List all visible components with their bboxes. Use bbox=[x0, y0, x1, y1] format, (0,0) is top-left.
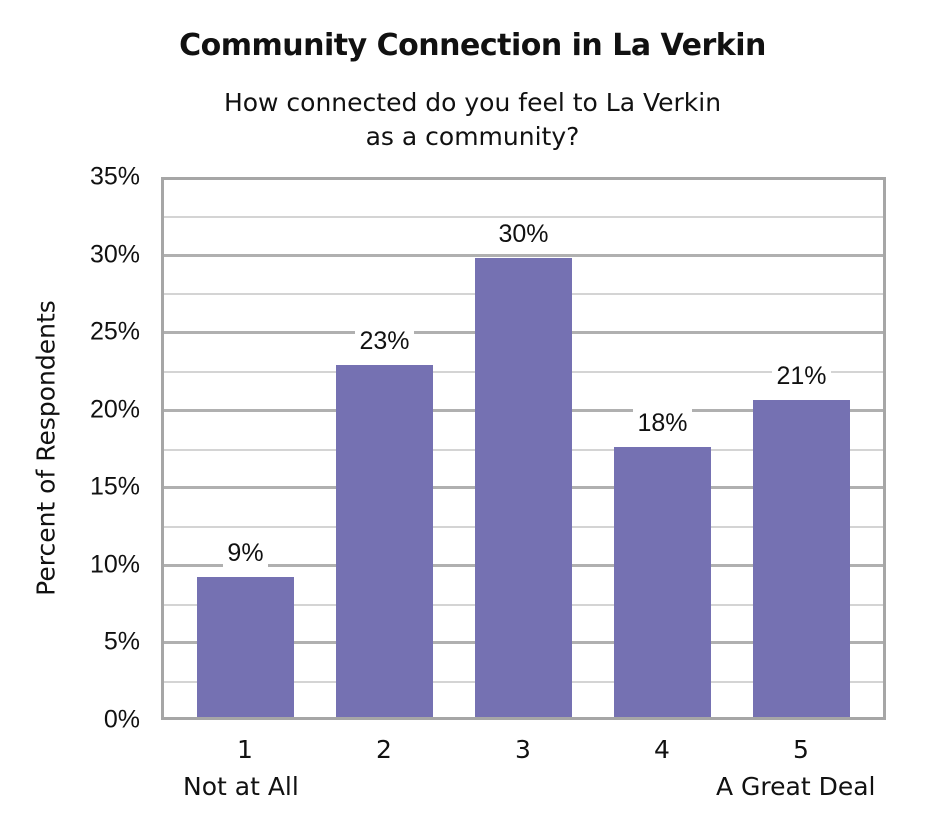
bar-1 bbox=[197, 577, 294, 717]
plot-area: 9% 23% 30% 18% 21% bbox=[161, 177, 886, 720]
plot-frame bbox=[161, 177, 886, 720]
data-label-4: 18% bbox=[614, 408, 711, 438]
chart-title: Community Connection in La Verkin bbox=[179, 28, 766, 63]
data-label-5: 21% bbox=[753, 362, 850, 391]
subtitle-line-1: How connected do you feel to La Verkin bbox=[223, 88, 722, 117]
y-tick-label: 20% bbox=[89, 395, 140, 424]
y-tick-label: 30% bbox=[89, 240, 140, 269]
x-sublabel-not-at-all: Not at All bbox=[183, 772, 299, 801]
major-gridline bbox=[161, 253, 886, 257]
x-sublabel-a-great-deal: A Great Deal bbox=[716, 772, 876, 801]
x-tick-label-1: 1 bbox=[237, 735, 253, 764]
bar-4 bbox=[614, 446, 711, 717]
y-tick-label: 15% bbox=[89, 472, 140, 501]
y-tick-label: 0% bbox=[103, 705, 140, 734]
data-label-3: 30% bbox=[475, 219, 572, 249]
bar-5 bbox=[753, 400, 850, 717]
y-tick-label: 5% bbox=[103, 627, 140, 656]
x-tick-label-5: 5 bbox=[793, 735, 809, 764]
x-tick-label-2: 2 bbox=[376, 735, 392, 764]
y-tick-label: 10% bbox=[89, 550, 140, 579]
subtitle-line-2: as a community? bbox=[365, 122, 580, 151]
chart-subtitle: How connected do you feel to La Verkin a… bbox=[0, 86, 945, 154]
data-label-1: 9% bbox=[197, 539, 294, 568]
x-tick-label-4: 4 bbox=[654, 735, 670, 764]
minor-gridline bbox=[161, 215, 886, 218]
y-axis-label: Percent of Respondents bbox=[31, 300, 61, 596]
bar-2 bbox=[336, 364, 433, 717]
bar-3 bbox=[475, 257, 572, 717]
data-label-2: 23% bbox=[336, 326, 433, 356]
y-tick-label: 35% bbox=[89, 162, 140, 191]
y-tick-label: 25% bbox=[89, 317, 140, 346]
x-tick-label-3: 3 bbox=[515, 735, 531, 764]
